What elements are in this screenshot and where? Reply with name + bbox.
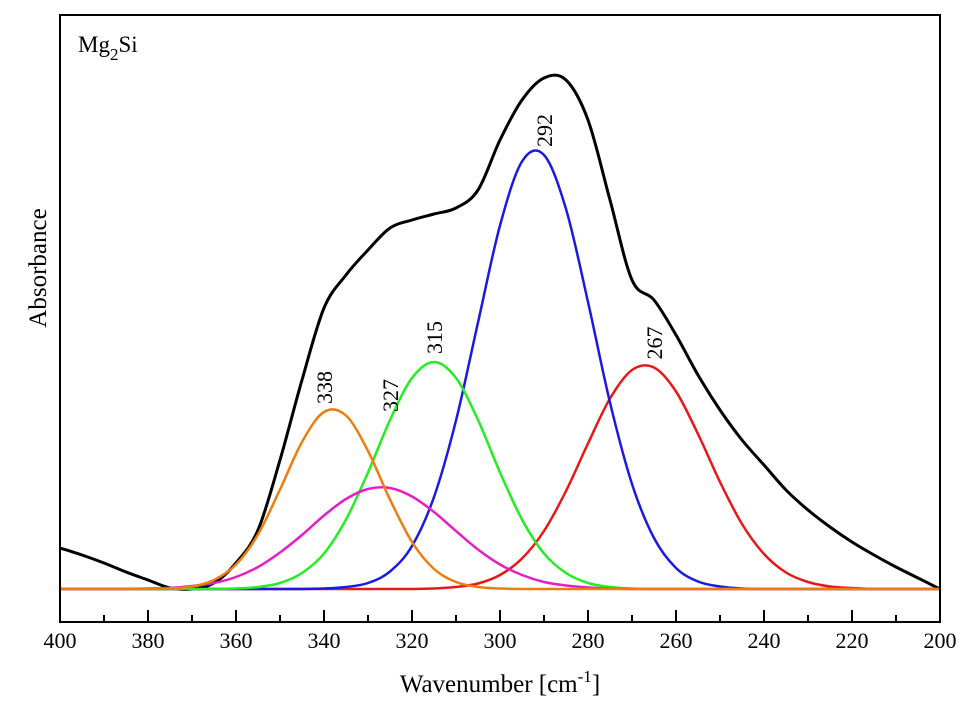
x-tick-label: 300 [484,628,517,653]
x-tick-label: 280 [572,628,605,653]
series-line [60,73,940,591]
x-tick-label: 400 [44,628,77,653]
x-tick-label: 340 [308,628,341,653]
x-tick-label: 220 [836,628,869,653]
series-line [60,360,940,591]
series-line [60,149,940,591]
x-tick-label: 200 [924,628,957,653]
sample-label: Mg2Si [78,32,138,64]
sample-label-text: Si [118,32,137,57]
x-tick-label: 260 [660,628,693,653]
x-tick-label: 360 [220,628,253,653]
peak-label: 327 [378,379,403,412]
x-axis-title: Wavenumber [cm-1] [400,667,600,698]
sample-label-subscript: 2 [110,45,119,64]
peak-label: 292 [532,114,557,147]
x-axis-title-superscript: -1 [578,667,592,686]
x-axis-title-text: Wavenumber [cm [400,671,578,698]
y-axis-title: Absorbance [25,208,52,327]
peak-label: 315 [422,321,447,354]
plot-frame [59,14,941,623]
x-tick-label: 320 [396,628,429,653]
x-tick-label: 240 [748,628,781,653]
series-line [60,408,940,591]
peak-label: 338 [312,371,337,404]
peak-label: 267 [642,327,667,360]
x-axis-title-text: ] [592,671,600,698]
sample-label-text: Mg [78,32,110,57]
series-line [60,364,940,591]
x-tick-label: 380 [132,628,165,653]
